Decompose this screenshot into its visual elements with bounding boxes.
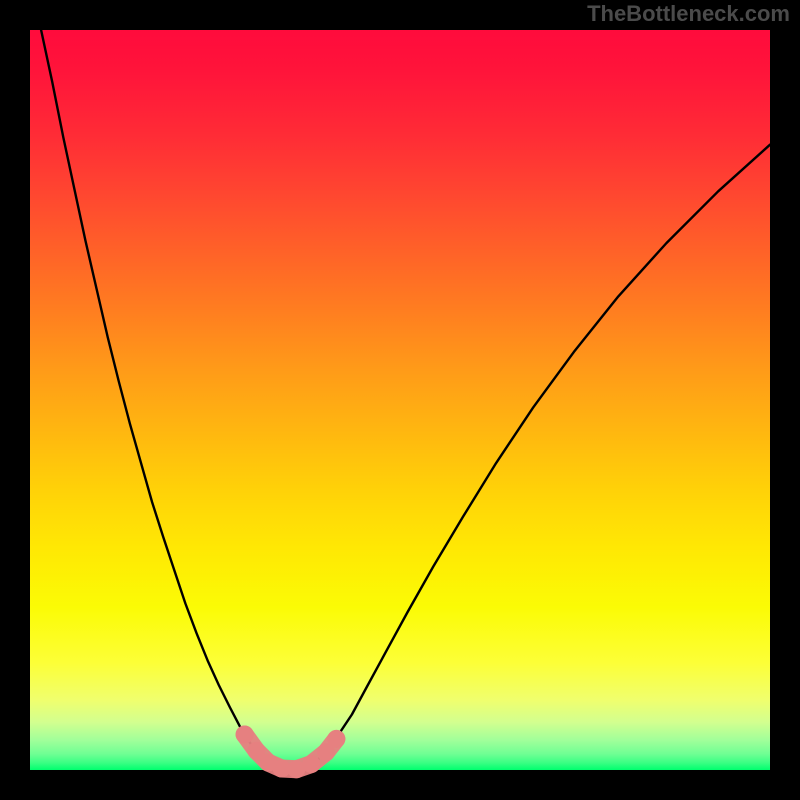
- marker-point: [236, 725, 254, 743]
- marker-point: [302, 755, 320, 773]
- watermark-text: TheBottleneck.com: [587, 1, 790, 27]
- plot-area: [30, 30, 770, 770]
- bottleneck-chart: [0, 0, 800, 800]
- marker-point: [327, 730, 345, 748]
- figure-container: TheBottleneck.com: [0, 0, 800, 800]
